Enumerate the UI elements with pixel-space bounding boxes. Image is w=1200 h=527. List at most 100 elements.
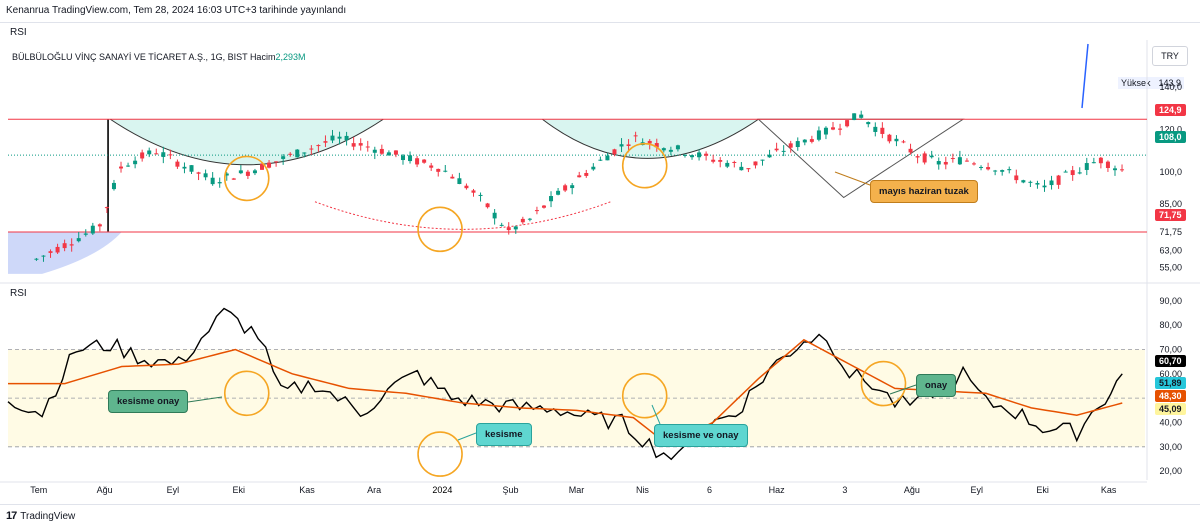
candle-body xyxy=(563,185,568,191)
brand-name: TradingView xyxy=(20,510,76,522)
volume-label: Hacim xyxy=(249,52,276,62)
candle-body xyxy=(161,152,166,157)
candle-body xyxy=(753,161,758,166)
candle-body xyxy=(260,163,265,170)
candle-body xyxy=(252,170,257,174)
candle-body xyxy=(936,161,941,165)
price-tick-label: 63,00 xyxy=(1159,246,1182,256)
candle-body xyxy=(1070,170,1075,176)
candle-body xyxy=(718,160,723,162)
candle-body xyxy=(34,258,39,260)
candle-body xyxy=(922,153,927,163)
candle-body xyxy=(450,176,455,179)
candle-body xyxy=(62,243,67,249)
candle-body xyxy=(386,152,391,156)
candle-body xyxy=(365,146,370,148)
candle-body xyxy=(591,166,596,170)
candle-body xyxy=(224,173,229,176)
candle-body xyxy=(140,152,145,159)
rsi-tick-label: 80,00 xyxy=(1159,320,1182,330)
candle-body xyxy=(584,172,589,176)
candle-body xyxy=(1056,175,1061,185)
candle-body xyxy=(577,175,582,178)
candle-body xyxy=(908,148,913,153)
time-tick-label: Eyl xyxy=(167,485,180,495)
candle-body xyxy=(189,165,194,172)
candle-body xyxy=(288,153,293,155)
highlight-circle xyxy=(417,206,463,253)
candle-body xyxy=(866,122,871,125)
high-label-text: Yüksek xyxy=(1121,78,1151,88)
cross-and-confirm-callout: kesisme ve onay xyxy=(654,424,748,447)
candle-body xyxy=(168,154,173,156)
time-tick-label: Şub xyxy=(503,485,519,495)
candle-body xyxy=(795,141,800,148)
candle-body xyxy=(55,246,60,253)
candle-body xyxy=(739,166,744,171)
big-cup-dotted xyxy=(314,201,611,230)
support-tag: 71,75 xyxy=(1155,209,1186,221)
candle-body xyxy=(781,150,786,152)
candle-body xyxy=(302,152,307,154)
time-tick-label: 3 xyxy=(842,485,847,495)
candle-body xyxy=(852,113,857,121)
candle-body xyxy=(1084,163,1089,170)
candle-body xyxy=(175,161,180,167)
highlight-circle xyxy=(621,372,668,419)
candle-body xyxy=(48,251,53,253)
candle-body xyxy=(104,207,109,209)
candle-body xyxy=(393,150,398,155)
candle-body xyxy=(873,126,878,132)
candle-body xyxy=(182,166,187,169)
candle-body xyxy=(245,171,250,176)
candle-body xyxy=(231,178,236,180)
time-tick-label: Ağu xyxy=(97,485,113,495)
candle-body xyxy=(831,127,836,130)
rsi-label: RSI xyxy=(10,288,27,299)
candle-body xyxy=(1042,185,1047,188)
rsi-ma-tag: 51,89 xyxy=(1155,377,1186,389)
candle-body xyxy=(950,158,955,160)
candle-body xyxy=(668,149,673,152)
candle-body xyxy=(612,149,617,155)
candle-body xyxy=(1028,181,1033,183)
candle-body xyxy=(556,190,561,195)
time-tick-label: Tem xyxy=(30,485,47,495)
candle-body xyxy=(408,155,413,162)
candle-body xyxy=(661,148,666,151)
confirm-callout: onay xyxy=(916,374,957,397)
candle-body xyxy=(1105,161,1110,169)
time-tick-label: Kas xyxy=(1101,485,1117,495)
candle-body xyxy=(541,205,546,208)
candle-body xyxy=(1000,170,1005,172)
volume-value: 2,293M xyxy=(275,52,306,62)
callout-pointer xyxy=(651,404,661,425)
candle-body xyxy=(816,130,821,140)
candle-body xyxy=(154,153,159,155)
candle-body xyxy=(598,159,603,161)
chart-canvas[interactable]: 140,0120,0100,085,0071,7563,0055,0090,00… xyxy=(0,0,1200,504)
last-price-tag: 108,0 xyxy=(1155,131,1186,143)
currency-button[interactable]: TRY xyxy=(1152,46,1188,66)
candle-body xyxy=(457,178,462,184)
time-tick-label: Nis xyxy=(636,485,649,495)
callout-pointer xyxy=(889,384,917,395)
publish-bar: Kenanrua TradingView.com, Tem 28, 2024 1… xyxy=(0,0,1200,23)
candle-body xyxy=(379,148,384,154)
candle-body xyxy=(626,144,631,146)
candle-body xyxy=(1098,157,1103,164)
candle-body xyxy=(971,163,976,165)
candle-body xyxy=(859,114,864,118)
tradingview-logo[interactable]: 17 TradingView xyxy=(6,510,75,522)
candle-body xyxy=(330,135,335,141)
candle-body xyxy=(711,159,716,162)
indicator-tab[interactable]: RSI xyxy=(10,27,27,38)
candle-body xyxy=(464,185,469,189)
candle-body xyxy=(295,149,300,158)
time-tick-label: Mar xyxy=(569,485,585,495)
candle-body xyxy=(527,218,532,220)
price-tick-label: 55,00 xyxy=(1159,263,1182,273)
candle-body xyxy=(654,143,659,148)
candle-body xyxy=(1014,175,1019,181)
candle-body xyxy=(76,238,81,242)
